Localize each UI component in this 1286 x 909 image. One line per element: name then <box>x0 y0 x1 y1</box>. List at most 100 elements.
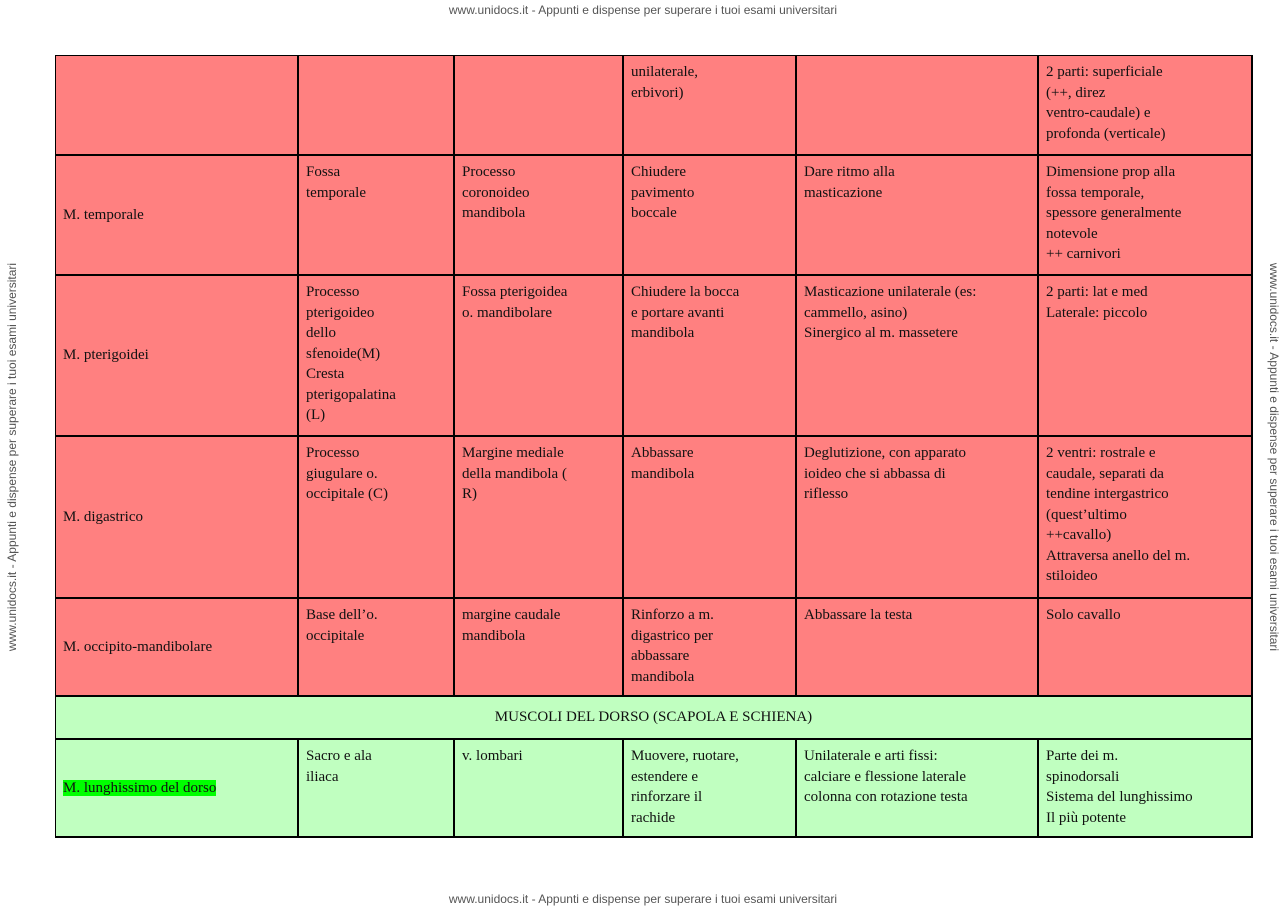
text-line: occipitale (C) <box>306 486 389 502</box>
text-line: colonna con rotazione testa <box>804 789 968 805</box>
text-line: 2 parti: lat e med <box>1046 284 1148 300</box>
text-line: boccale <box>631 205 677 221</box>
section-cell: MUSCOLI DEL DORSO (SCAPOLA E SCHIENA) <box>55 696 1252 739</box>
text-line: riflesso <box>804 486 849 502</box>
text-line: ventro-caudale) e <box>1046 105 1151 121</box>
text-line: Deglutizione, con apparato <box>804 445 967 461</box>
footer-watermark: www.unidocs.it - Appunti e dispense per … <box>448 892 838 906</box>
header-watermark: www.unidocs.it - Appunti e dispense per … <box>448 3 838 17</box>
text-line: fossa temporale, <box>1046 184 1145 201</box>
text-line: profonda (verticale) <box>1046 125 1166 142</box>
text-line: Base dell’o. <box>306 607 378 623</box>
text-line: Rinforzo a m. <box>631 607 714 623</box>
table-cell <box>55 55 298 155</box>
table-cell: Abbassare mandibola <box>623 436 796 598</box>
table-cell: M. lunghissimo del dorso <box>55 739 298 837</box>
table-cell: Parte dei m. spinodorsali Sistema del lung… <box>1038 739 1252 837</box>
text-line: sfenoide(M) <box>306 345 381 362</box>
text-line: Solo cavallo <box>1046 607 1121 623</box>
side-watermark: www.unidocs.it - Appunti e dispense per … <box>5 262 19 652</box>
table-cell: Dimensione prop alla fossa temporale, spes… <box>1038 155 1252 275</box>
text-line: e portare avanti <box>631 304 725 321</box>
cell-text: Dare ritmo alla masticazione <box>804 162 1030 203</box>
table-cell: Dare ritmo alla masticazione <box>796 155 1038 275</box>
table-cell: Masticazione unilaterale (es: cammello, a… <box>796 275 1038 436</box>
text-line: digastrico per <box>631 627 714 644</box>
text-line: iliaca <box>306 768 339 785</box>
table-cell <box>796 55 1038 155</box>
text-line: rachide <box>631 809 676 826</box>
text-line: Fossa <box>306 164 341 180</box>
text-line: della mandibola ( <box>462 465 567 482</box>
text-line: (++, direz <box>1046 84 1106 101</box>
cell-text: Fossa temporale <box>306 162 446 203</box>
text-line: calciare e flessione laterale <box>804 768 966 785</box>
table-cell: margine caudale mandibola <box>454 598 623 696</box>
text-line: Processo <box>306 445 360 461</box>
text-line: mandibola <box>631 325 695 341</box>
table-cell: Processo giugulare o. occipitale (C) <box>298 436 454 598</box>
table-cell: Solo cavallo <box>1038 598 1252 696</box>
cell-text: Abbassare la testa <box>804 605 1030 626</box>
cell-text: Dimensione prop alla fossa temporale, spes… <box>1046 162 1244 265</box>
table-cell <box>298 55 454 155</box>
table-cell <box>454 55 623 155</box>
table-cell: unilaterale, erbivori) <box>623 55 796 155</box>
text-line: rinforzare il <box>631 789 703 805</box>
text-line: coronoideo <box>462 184 530 201</box>
text-line: cammello, asino) <box>804 304 908 321</box>
text-line: M. occipito-mandibolare <box>63 638 213 655</box>
text-line: temporale <box>306 184 366 201</box>
text-line: mandibola <box>631 465 695 482</box>
cell-text: Fossa pterigoidea o. mandibolare <box>462 282 615 323</box>
cell-text: Parte dei m. spinodorsali Sistema del lung… <box>1046 746 1244 828</box>
text-line: masticazione <box>804 184 883 201</box>
text-line: Parte dei m. <box>1046 748 1119 764</box>
table-cell: M. pterigoidei <box>55 275 298 436</box>
text-line: M. pterigoidei <box>63 347 149 364</box>
text-line: estendere e <box>631 768 699 785</box>
cell-text: Muovere, ruotare, estendere e rinforzare i… <box>631 746 788 828</box>
table-cell: 2 ventri: rostrale e caudale, separati da… <box>1038 436 1252 598</box>
cell-text: M. occipito-mandibolare <box>63 637 212 658</box>
text-line: Abbassare <box>631 445 694 461</box>
text-line: Il più potente <box>1046 809 1126 826</box>
cell-text: 2 ventri: rostrale e caudale, separati da… <box>1046 443 1244 587</box>
table-cell: Rinforzo a m. digastrico per abbassare mand… <box>623 598 796 696</box>
text-line: ++ carnivori <box>1046 246 1121 262</box>
cell-text: Base dell’o. occipitale <box>306 605 446 646</box>
text-line: 2 ventri: rostrale e <box>1046 445 1156 461</box>
text-line: spessore generalmente <box>1046 205 1182 221</box>
text-line: (quest’ultimo <box>1046 506 1127 523</box>
cell-text: M. temporale <box>63 205 144 226</box>
cell-text: Margine mediale della mandibola (R) <box>462 443 615 505</box>
cell-text: Processo pterigoideo dello sfenoide(M) Crest… <box>306 282 446 426</box>
text-line: v. lombari <box>462 748 523 764</box>
text-line: stiloideo <box>1046 568 1098 584</box>
table-cell: Deglutizione, con apparato ioideo che si … <box>796 436 1038 598</box>
text-line: Processo <box>462 164 516 180</box>
text-line: margine caudale <box>462 607 561 623</box>
table-cell: M. digastrico <box>55 436 298 598</box>
table-cell: Base dell’o. occipitale <box>298 598 454 696</box>
table-cell: Unilaterale e arti fissi: calciare e fles… <box>796 739 1038 837</box>
text-line: Unilaterale e arti fissi: <box>804 748 938 764</box>
cell-text: 2 parti: lat e med Laterale: piccolo <box>1046 282 1244 323</box>
text-line: ioideo che si abbassa di <box>804 465 946 482</box>
cell-text: 2 parti: superficiale (++, direz ventro-ca… <box>1046 62 1244 144</box>
table-cell: Processo coronoideo mandibola <box>454 155 623 275</box>
text-line: Processo <box>306 284 360 300</box>
cell-text: Masticazione unilaterale (es: cammello, a… <box>804 282 1030 344</box>
text-line: erbivori) <box>631 84 684 101</box>
cell-text: margine caudale mandibola <box>462 605 615 646</box>
text-line: Chiudere <box>631 164 686 180</box>
text-line: Margine mediale <box>462 445 564 461</box>
cell-text: Abbassare mandibola <box>631 443 788 484</box>
text-line: Laterale: piccolo <box>1046 304 1148 321</box>
text-line: Dimensione prop alla <box>1046 164 1176 180</box>
text-line: pavimento <box>631 184 695 201</box>
text-line: caudale, separati da <box>1046 465 1164 482</box>
text-line: (L) <box>306 407 326 423</box>
text-line: pterigoideo <box>306 304 375 321</box>
text-line: Sacro e ala <box>306 748 372 764</box>
